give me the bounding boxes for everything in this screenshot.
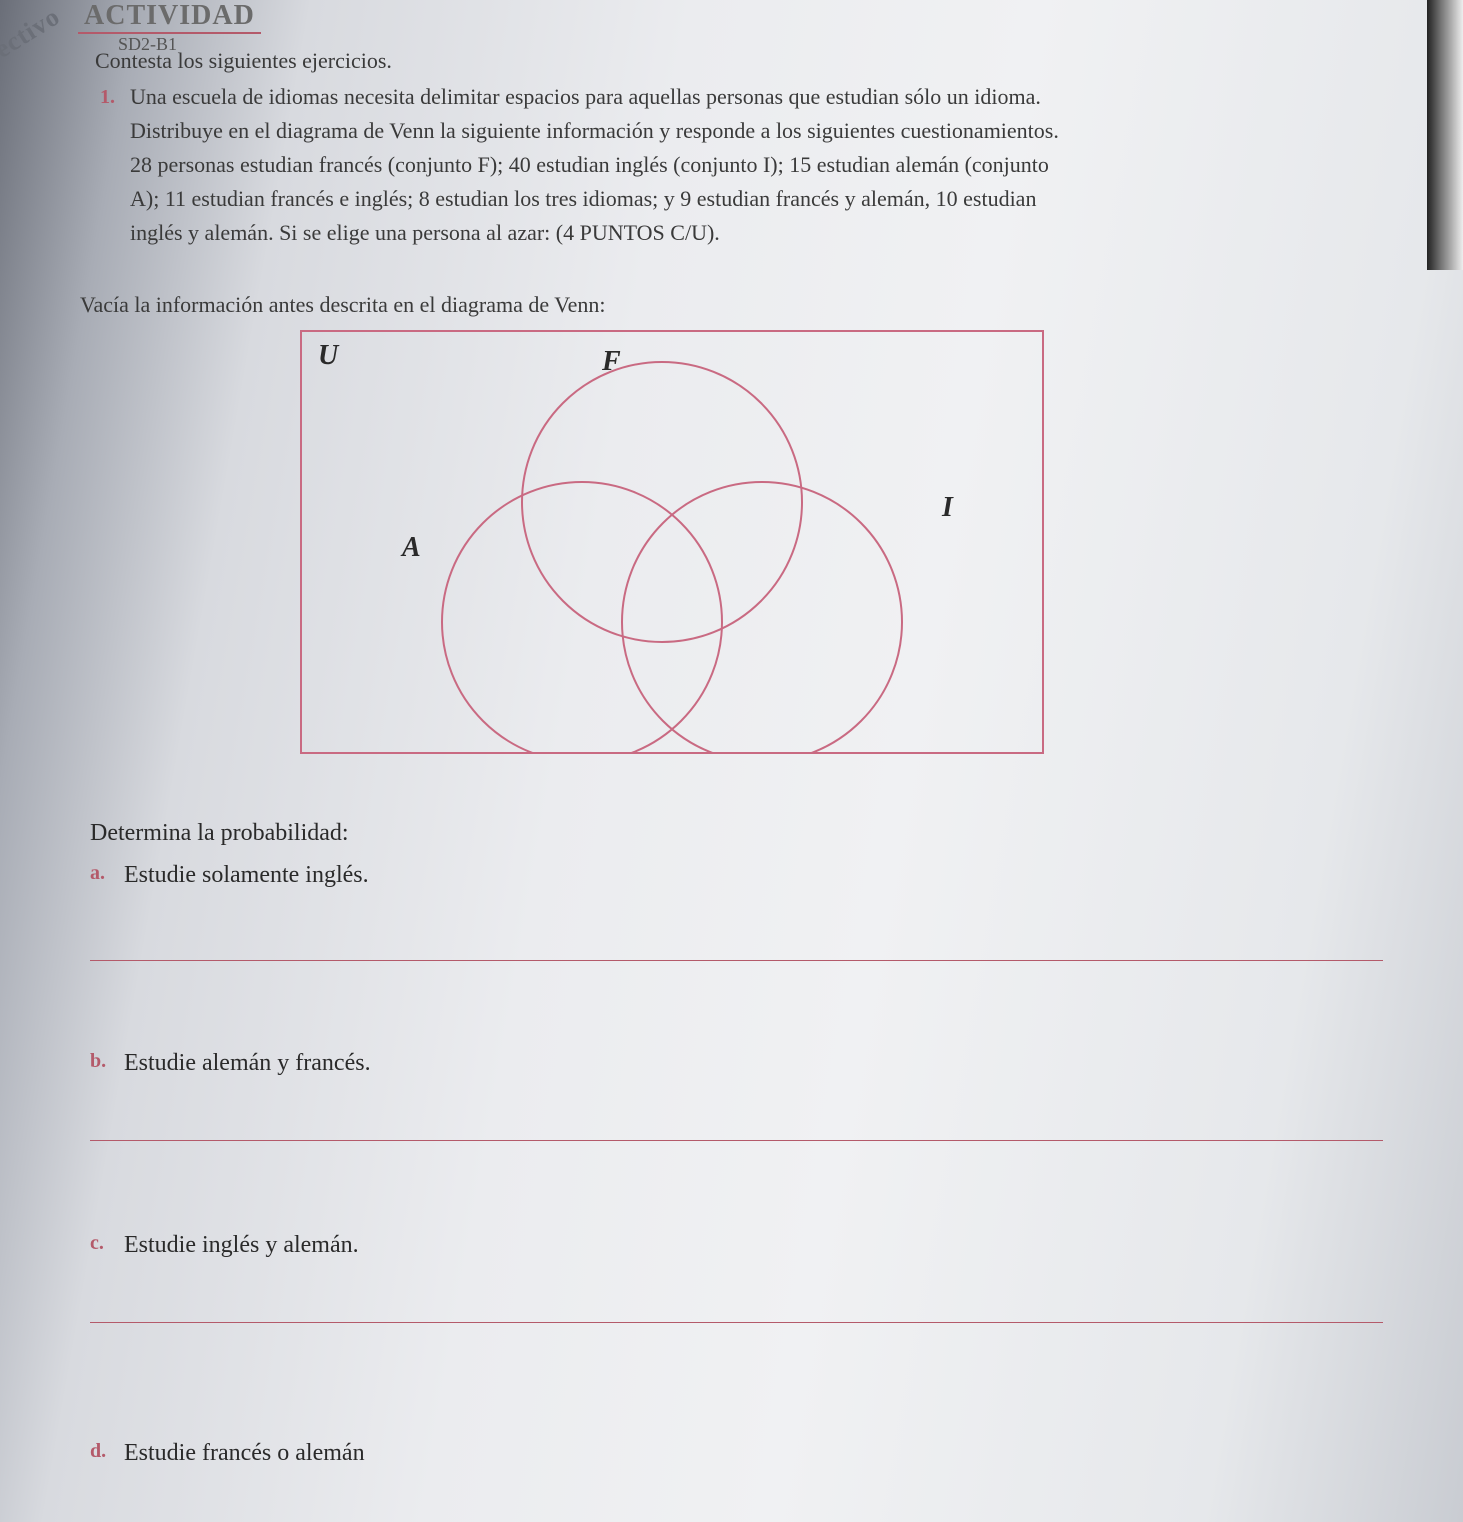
subquestion-letter: a. [90,862,120,885]
answer-rule [90,960,1383,961]
problem-line: 28 personas estudian francés (conjunto F… [130,148,1423,182]
subquestion-letter: d. [90,1440,120,1463]
determine-heading: Determina la probabilidad: [90,820,349,847]
subquestion-a: a. Estudie solamente inglés. [90,862,1383,889]
activity-title: ACTIVIDAD [78,0,261,34]
subquestion-b: b. Estudie alemán y francés. [90,1050,1383,1077]
problem-line: Una escuela de idiomas necesita delimita… [130,80,1423,114]
activity-header: ACTIVIDAD SD2-B1 [78,0,358,55]
venn-diagram-frame: U F A I [300,330,1044,754]
venn-circle-f [522,362,802,642]
spine-label: ectivo [0,1,66,64]
subquestion-c: c. Estudie inglés y alemán. [90,1232,1383,1259]
problem-line: A); 11 estudian francés e inglés; 8 estu… [130,182,1423,216]
subquestion-letter: c. [90,1232,120,1255]
venn-label-i: I [942,492,953,524]
venn-circle-i [622,482,902,752]
venn-label-u: U [318,340,338,372]
answer-rule [90,1140,1383,1141]
answer-rule [90,1322,1383,1323]
page-edge-shadow [1427,0,1463,270]
subquestion-letter: b. [90,1050,120,1073]
venn-label-a: A [402,532,421,564]
problem-statement: Una escuela de idiomas necesita delimita… [130,80,1423,250]
question-number: 1. [100,86,115,109]
subquestion-text: Estudie inglés y alemán. [124,1232,359,1258]
subquestion-text: Estudie solamente inglés. [124,862,369,888]
worksheet-page: ectivo ACTIVIDAD SD2-B1 Contesta los sig… [0,0,1463,1522]
subquestion-d: d. Estudie francés o alemán [90,1440,1383,1467]
venn-label-f: F [602,346,621,378]
venn-instruction: Vacía la información antes descrita en e… [80,292,606,318]
problem-line: inglés y alemán. Si se elige una persona… [130,216,1423,250]
problem-line: Distribuye en el diagrama de Venn la sig… [130,114,1423,148]
intro-text: Contesta los siguientes ejercicios. [95,48,392,74]
subquestion-text: Estudie francés o alemán [124,1440,365,1466]
subquestion-text: Estudie alemán y francés. [124,1050,371,1076]
